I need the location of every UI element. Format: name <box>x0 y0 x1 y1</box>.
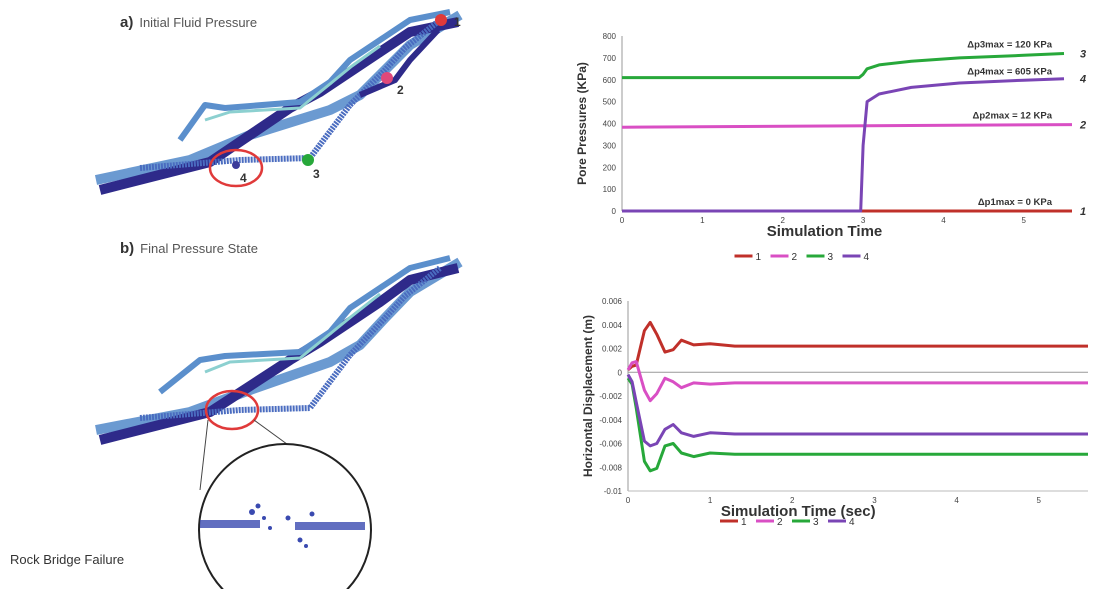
legend-label-1: 1 <box>756 252 762 263</box>
series-line-2 <box>626 360 1088 403</box>
annotation-series-4: 4 <box>1079 74 1086 86</box>
x-tick-label: 2 <box>780 216 785 225</box>
panel-a-label: a) Initial Fluid Pressure <box>120 14 257 31</box>
x-tick-label: 4 <box>941 216 946 225</box>
legend-label-3: 3 <box>828 252 834 263</box>
x-axis-label: Simulation Time <box>767 223 883 240</box>
y-tick-label: -0.008 <box>599 463 622 472</box>
y-tick-label: -0.006 <box>599 440 622 449</box>
legend-label-2: 2 <box>777 517 783 528</box>
failure-zone-circle <box>204 389 260 431</box>
legend-label-3: 3 <box>813 517 819 528</box>
y-axis-label: Horizontal Displacement (m) <box>581 315 595 477</box>
series-line-1 <box>627 320 1088 372</box>
y-tick-label: -0.004 <box>599 416 622 425</box>
x-tick-label: 2 <box>790 496 795 505</box>
y-tick-label: 100 <box>603 185 617 194</box>
scene-b-slope <box>95 255 463 445</box>
y-tick-label: 200 <box>603 163 617 172</box>
panel-b-label: b) Final Pressure State <box>120 240 258 257</box>
rock-slope-scenes: 1 2 3 4 <box>94 9 463 589</box>
x-tick-label: 5 <box>1022 216 1027 225</box>
legend-label-4: 4 <box>864 252 870 263</box>
marker-4-dot <box>232 161 240 169</box>
y-tick-label: 500 <box>603 98 617 107</box>
annotation-delta-4: Δp4max = 605 KPa <box>967 67 1052 78</box>
marker-2-label: 2 <box>397 83 404 97</box>
series-line-3 <box>626 377 1088 473</box>
zoom-line-left <box>199 419 209 491</box>
series-line-2 <box>621 123 1073 129</box>
series-line-3 <box>622 52 1065 80</box>
annotation-delta-1: Δp1max = 0 KPa <box>978 197 1053 208</box>
y-tick-label: 0.006 <box>602 297 623 306</box>
y-axis-label: Pore Pressures (KPa) <box>575 62 589 185</box>
series-line-4 <box>622 77 1065 213</box>
legend-label-1: 1 <box>741 517 747 528</box>
y-tick-label: 400 <box>603 120 617 129</box>
x-axis-label: Simulation Time (sec) <box>721 503 876 520</box>
y-tick-label: 0.004 <box>602 321 623 330</box>
x-tick-label: 1 <box>700 216 705 225</box>
marker-3-dot <box>302 154 314 166</box>
x-tick-label: 3 <box>861 216 866 225</box>
panel-a-letter: a) <box>120 14 134 31</box>
annotation-delta-2: Δp2max = 12 KPa <box>973 111 1053 122</box>
annotation-series-2: 2 <box>1079 120 1086 132</box>
annotation-delta-3: Δp3max = 120 KPa <box>967 40 1052 51</box>
x-tick-label: 0 <box>626 496 631 505</box>
y-tick-label: -0.002 <box>599 392 622 401</box>
panel-b-letter: b) <box>120 240 135 257</box>
pore-pressure-chart: 0 100 200 300 400 500 600 700 800 0 1 2 3 4 5 Simulatio… <box>575 32 1086 263</box>
marker-1-label: 1 <box>454 15 461 29</box>
x-tick-label: 4 <box>954 496 959 505</box>
y-tick-label: 0 <box>618 368 623 377</box>
y-tick-label: 0 <box>612 207 617 216</box>
x-tick-label: 1 <box>708 496 713 505</box>
y-tick-label: 300 <box>603 141 617 150</box>
x-tick-label: 5 <box>1036 496 1041 505</box>
legend-label-2: 2 <box>792 252 798 263</box>
marker-4-highlight-circle <box>208 148 264 188</box>
y-tick-label: 800 <box>603 32 617 41</box>
scene-a-slope <box>94 9 463 195</box>
panel-b-title: Final Pressure State <box>140 241 258 256</box>
x-tick-label: 3 <box>872 496 877 505</box>
y-tick-label: 0.002 <box>602 345 623 354</box>
marker-3-label: 3 <box>313 167 320 181</box>
marker-1-dot <box>435 14 447 26</box>
legend-label-4: 4 <box>849 517 855 528</box>
y-tick-label: -0.01 <box>604 487 623 496</box>
horizontal-displacement-chart: 0.006 0.004 0.002 0 -0.002 -0.004 -0.006 -0.008… <box>581 297 1088 528</box>
y-tick-label: 700 <box>603 54 617 63</box>
rock-bridge-caption: Rock Bridge Failure <box>10 552 125 567</box>
annotation-series-1: 1 <box>1080 206 1086 218</box>
scene-a-markers: 1 2 3 4 <box>208 14 461 188</box>
marker-2-dot <box>381 72 393 84</box>
series-line-4 <box>626 373 1088 448</box>
x-tick-label: 0 <box>620 216 625 225</box>
rock-bridge-zoom <box>198 443 372 589</box>
annotation-series-3: 3 <box>1080 49 1086 61</box>
panel-a-title: Initial Fluid Pressure <box>139 15 258 30</box>
marker-4-label: 4 <box>240 171 247 185</box>
y-tick-label: 600 <box>603 76 617 85</box>
